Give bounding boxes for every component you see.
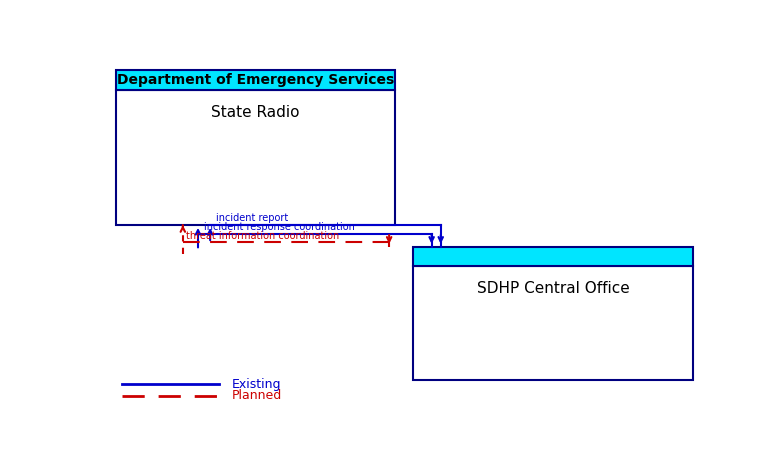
Bar: [116, 90, 395, 225]
Text: SDHP Central Office: SDHP Central Office: [477, 281, 630, 296]
Bar: [413, 266, 693, 380]
Text: Planned: Planned: [232, 389, 282, 403]
Text: incident response coordination: incident response coordination: [204, 222, 355, 232]
Text: Department of Emergency Services: Department of Emergency Services: [117, 73, 395, 87]
Text: Existing: Existing: [232, 378, 281, 391]
Text: State Radio: State Radio: [211, 105, 300, 120]
Text: threat information coordination: threat information coordination: [186, 231, 339, 241]
Bar: [116, 71, 395, 90]
Bar: [413, 247, 693, 266]
Text: incident report: incident report: [216, 213, 288, 223]
